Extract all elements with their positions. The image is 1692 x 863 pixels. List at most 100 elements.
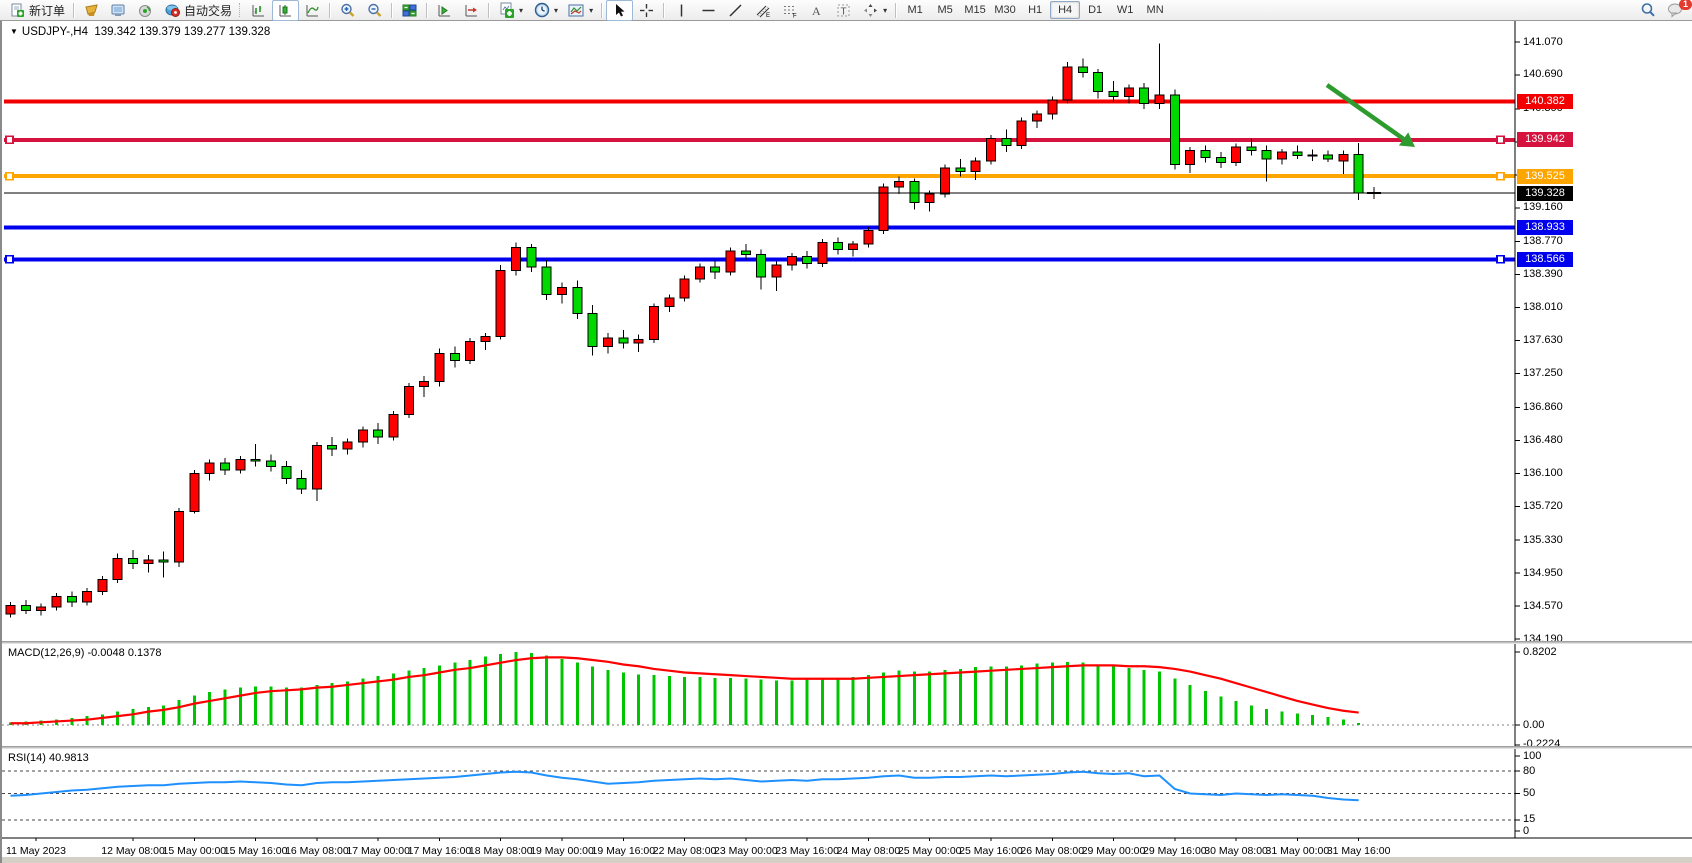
signals-icon	[137, 2, 154, 19]
new-chart-dropdown[interactable]: ▾	[493, 0, 528, 21]
price-level-line-140.382[interactable]	[4, 99, 1515, 104]
timeframe-button-W1[interactable]: W1	[1116, 4, 1134, 16]
terminal-icon	[110, 2, 127, 19]
zoom-in-button[interactable]	[334, 0, 361, 21]
arrows-dropdown[interactable]: ▾	[857, 0, 892, 21]
text-label-icon: T	[835, 2, 852, 19]
time-axis-label: 25 May 00:00	[897, 845, 962, 857]
chat-button[interactable]: 1	[1661, 0, 1692, 21]
candlestick-chart-button[interactable]	[272, 0, 300, 21]
price-tick-label: 137.630	[1523, 334, 1563, 347]
zoom-out-button[interactable]	[361, 0, 388, 21]
equidistant-channel-tool[interactable]: E	[749, 0, 776, 21]
candle	[1277, 151, 1288, 160]
template-dropdown[interactable]: ▾	[563, 0, 598, 21]
chart-shift-button[interactable]	[431, 0, 458, 21]
svg-text:F: F	[793, 13, 797, 18]
annotation-arrow-head[interactable]	[1398, 132, 1415, 147]
candle	[1215, 156, 1226, 164]
chart-title-collapse-icon[interactable]: ▼	[10, 27, 18, 36]
timeframe-button-H1[interactable]: H1	[1028, 4, 1043, 16]
candle	[174, 511, 185, 563]
horizontal-line-tool[interactable]	[695, 0, 722, 21]
candles-series[interactable]	[5, 43, 1364, 618]
chart-title[interactable]: ▼ USDJPY-,H4 139.342 139.379 139.277 139.…	[10, 26, 270, 38]
candle	[648, 306, 659, 341]
text-label-tool[interactable]: T	[830, 0, 857, 21]
price-level-line-139.942[interactable]	[4, 137, 1515, 142]
timeframe-button-M30[interactable]: M30	[994, 4, 1016, 16]
search-button[interactable]	[1634, 0, 1661, 21]
bar-chart-button[interactable]	[245, 0, 272, 21]
line-anchor-marker[interactable]	[1496, 171, 1505, 181]
line-anchor-marker[interactable]	[1496, 135, 1505, 145]
timeframe-button-M1[interactable]: M1	[907, 4, 923, 16]
annotation-arrow[interactable]	[1325, 83, 1405, 141]
candle	[311, 445, 322, 490]
timeframe-button-H4[interactable]: H4	[1050, 1, 1081, 19]
arrows-icon	[862, 2, 879, 19]
time-axis-label: 31 May 00:00	[1265, 845, 1330, 857]
toolbar-separator	[601, 2, 604, 18]
candle	[449, 353, 460, 362]
trendline-tool[interactable]	[722, 0, 749, 21]
price-tick-label: 139.160	[1523, 201, 1563, 214]
timeframe-button-M5[interactable]: M5	[937, 4, 953, 16]
price-tick-label: 135.720	[1523, 499, 1563, 512]
dropdown-caret-icon: ▾	[589, 5, 594, 15]
candle	[1062, 66, 1073, 101]
autotrade-button[interactable]: 自动交易	[159, 0, 237, 21]
market-watch-icon	[83, 2, 100, 19]
horizontal-line-icon	[700, 2, 717, 19]
timeframe-button-D1[interactable]: D1	[1088, 4, 1103, 16]
ohlc-values: 139.342 139.379 139.277 139.328	[94, 26, 271, 38]
vertical-line-tool[interactable]	[668, 0, 695, 21]
market-watch-button[interactable]	[78, 0, 105, 21]
price-level-line-139.525[interactable]	[4, 174, 1515, 179]
dropdown-caret-icon: ▾	[519, 5, 524, 15]
terminal-button[interactable]	[105, 0, 132, 21]
time-axis-label: 23 May 16:00	[775, 845, 839, 857]
candle	[403, 386, 414, 415]
signals-button[interactable]	[132, 0, 159, 21]
candle	[572, 287, 583, 315]
crosshair-icon	[638, 2, 655, 19]
candle	[955, 167, 966, 172]
candle	[618, 337, 629, 344]
price-level-line-138.933[interactable]	[4, 225, 1515, 230]
search-icon	[1639, 2, 1656, 19]
trendline-icon	[727, 2, 744, 19]
candle	[388, 413, 399, 438]
line-anchor-marker[interactable]	[5, 171, 14, 181]
cursor-tool-button[interactable]	[606, 0, 634, 21]
timeframe-button-M15[interactable]: M15	[964, 4, 986, 16]
line-anchor-marker[interactable]	[5, 255, 14, 264]
candle	[189, 472, 200, 513]
period-dropdown[interactable]: ▾	[528, 0, 563, 21]
tile-windows-button[interactable]	[396, 0, 423, 21]
text-tool[interactable]: A	[803, 0, 830, 21]
candle	[1261, 150, 1272, 160]
new-order-button[interactable]: 新订单	[4, 0, 70, 21]
candle	[1016, 120, 1027, 146]
pane-splitter-macd-rsi[interactable]	[2, 746, 1692, 749]
line-chart-button[interactable]	[299, 0, 326, 21]
candle	[985, 137, 996, 162]
pane-splitter-main-macd[interactable]	[2, 641, 1692, 644]
line-anchor-marker[interactable]	[5, 135, 14, 145]
price-chart-canvas[interactable]	[2, 21, 1692, 863]
timeframe-button-MN[interactable]: MN	[1146, 4, 1164, 16]
fibonacci-tool[interactable]: F	[776, 0, 803, 21]
line-anchor-marker[interactable]	[1496, 255, 1505, 264]
chart-window: ▼ USDJPY-,H4 139.342 139.379 139.277 139.…	[0, 21, 1692, 863]
candle	[296, 478, 307, 490]
candle	[694, 266, 705, 280]
candle	[1185, 150, 1196, 165]
chart-shift-icon	[436, 2, 453, 19]
time-axis-label: 31 May 16:00	[1326, 845, 1391, 857]
crosshair-tool-button[interactable]	[633, 0, 660, 21]
price-tick-label: 137.250	[1523, 367, 1563, 380]
time-axis-label: 18 May 08:00	[468, 845, 533, 857]
autoscroll-button[interactable]	[458, 0, 485, 21]
candle	[1154, 94, 1165, 105]
